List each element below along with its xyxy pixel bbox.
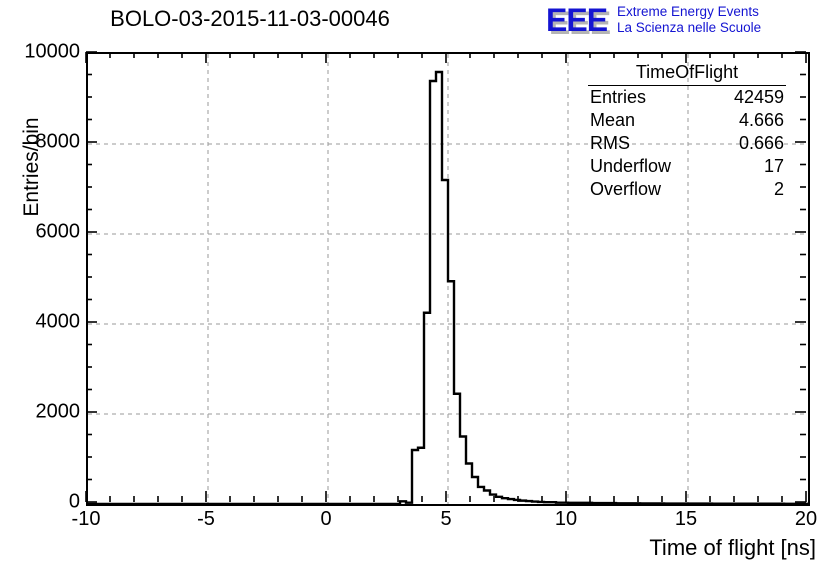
eee-logo-mark: EEE xyxy=(546,2,608,38)
stats-key: Overflow xyxy=(590,179,662,199)
stats-value: 17 xyxy=(763,156,784,176)
y-tick-label: 4000 xyxy=(35,310,81,333)
x-tick-label: -10 xyxy=(71,508,101,530)
stats-key: RMS xyxy=(590,133,630,153)
y-tick-label: 0 xyxy=(68,490,80,513)
x-tick-label: 20 xyxy=(794,508,818,530)
stats-row: Mean 4.666 xyxy=(588,109,786,132)
y-tick-label: 8000 xyxy=(35,130,81,153)
stats-key: Mean xyxy=(590,110,636,130)
plot-frame xyxy=(86,52,810,506)
stats-title: TimeOfFlight xyxy=(588,62,786,86)
stats-row: RMS 0.666 xyxy=(588,132,786,155)
y-tick-label: 6000 xyxy=(35,220,81,243)
stats-box: TimeOfFlight Entries 42459 Mean 4.666 RMS 0.6… xyxy=(588,62,786,201)
eee-logo-text: Extreme Energy Events La Scienza nelle S… xyxy=(617,4,761,36)
stats-row: Entries 42459 xyxy=(588,86,786,109)
eee-logo-line2: La Scienza nelle Scuole xyxy=(617,20,762,35)
y-axis-label: Entries/bin xyxy=(20,117,43,217)
x-tick-label: 10 xyxy=(554,508,578,530)
x-axis-label: Time of flight [ns] xyxy=(649,535,816,560)
stats-key: Entries xyxy=(590,87,647,107)
x-tick-label: 0 xyxy=(320,508,332,530)
stats-key: Underflow xyxy=(590,156,672,176)
stats-value: 2 xyxy=(773,179,784,199)
page-title: BOLO-03-2015-11-03-00046 xyxy=(110,6,390,31)
stats-row: Overflow 2 xyxy=(588,178,786,201)
eee-logo: EEE Extreme Energy Events La Scienza nel… xyxy=(546,2,761,38)
stats-value: 0.666 xyxy=(738,133,784,153)
x-tick-label: 5 xyxy=(440,508,452,530)
y-tick-label: 2000 xyxy=(35,400,81,423)
histogram-curve xyxy=(88,70,808,504)
stats-value: 42459 xyxy=(733,87,784,107)
stats-rows: Entries 42459 Mean 4.666 RMS 0.666 Underflow 17… xyxy=(588,86,786,201)
eee-logo-line1: Extreme Energy Events xyxy=(617,4,759,19)
stats-row: Underflow 17 xyxy=(588,155,786,178)
x-tick-label: 15 xyxy=(674,508,698,530)
x-tick-label: -5 xyxy=(197,508,215,530)
y-tick-label: 10000 xyxy=(24,40,80,63)
stats-value: 4.666 xyxy=(738,110,784,130)
